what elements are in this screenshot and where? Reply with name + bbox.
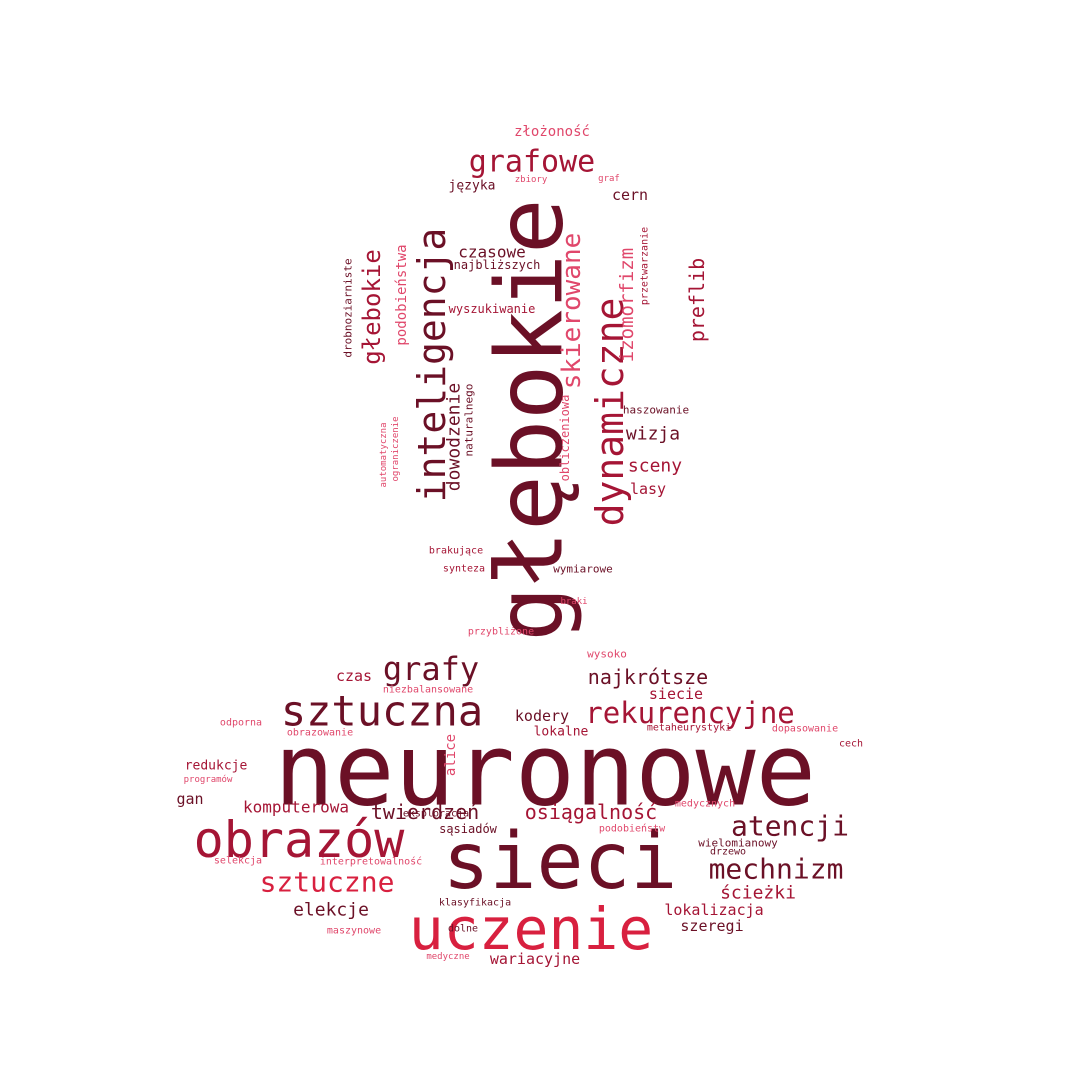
word-cloud-word: dolne bbox=[448, 924, 478, 935]
word-cloud-word: wyszukiwanie bbox=[449, 302, 536, 316]
word-cloud-word: grafy bbox=[383, 650, 479, 688]
word-cloud-word: selekcja bbox=[214, 856, 262, 867]
word-cloud-word: rekurencyjne bbox=[585, 696, 795, 730]
word-cloud-word: wymiarowe bbox=[553, 563, 613, 576]
word-cloud-word: klasyfikacja bbox=[439, 898, 511, 909]
word-cloud-word: szeregi bbox=[680, 917, 743, 935]
word-cloud-word: lokalne bbox=[534, 725, 589, 740]
word-cloud-word: przetwarzanie bbox=[640, 227, 651, 305]
word-cloud-word: podobieństwa bbox=[394, 244, 410, 345]
word-cloud-word: przybliżone bbox=[468, 627, 534, 638]
word-cloud-word: osiągalność bbox=[525, 800, 657, 824]
word-cloud-word: czasowe bbox=[458, 243, 525, 262]
word-cloud-word: izomorfizm bbox=[616, 248, 638, 362]
word-cloud-word: mechnizm bbox=[709, 853, 844, 886]
word-cloud-word: dynamiczne bbox=[588, 298, 632, 527]
word-cloud-word: sztuczne bbox=[260, 866, 395, 899]
word-cloud-word: sąsiadów bbox=[439, 822, 498, 836]
word-cloud-word: programów bbox=[184, 774, 233, 785]
word-cloud-word: inteligencja bbox=[410, 228, 454, 503]
word-cloud-word: języka bbox=[449, 179, 496, 194]
word-cloud-word: cech bbox=[839, 739, 863, 750]
word-cloud-word: maszynowe bbox=[327, 926, 381, 937]
word-cloud-word: czas bbox=[336, 667, 372, 685]
word-cloud-word: siecie bbox=[649, 685, 703, 703]
word-cloud-word: medyczne bbox=[426, 952, 469, 962]
word-cloud-word: sieci bbox=[443, 817, 678, 907]
word-cloud-word: twierdzeń bbox=[371, 800, 479, 824]
word-cloud-word: wizja bbox=[626, 424, 680, 445]
word-cloud-word: metaheurystyki bbox=[647, 723, 731, 734]
word-cloud-word: medycznych bbox=[675, 799, 735, 810]
word-cloud-word: wielomianowy bbox=[698, 837, 778, 850]
word-cloud-word: komputerowa bbox=[243, 798, 349, 817]
word-cloud-word: wysoko bbox=[587, 648, 627, 661]
word-cloud-word: kodery bbox=[515, 707, 569, 725]
word-cloud-word: dopasowanie bbox=[772, 724, 838, 735]
word-cloud-word: ograniczenie bbox=[391, 416, 401, 481]
word-cloud-word: głębokie bbox=[477, 198, 584, 641]
word-cloud-word: haszowanie bbox=[623, 404, 689, 417]
word-cloud-word: złożoność bbox=[514, 124, 590, 140]
word-cloud-word: braki bbox=[560, 597, 587, 607]
word-cloud-word: sceny bbox=[628, 456, 682, 477]
word-cloud-word: preflib bbox=[685, 258, 709, 342]
word-cloud-word: alice bbox=[443, 734, 459, 776]
word-cloud-word: interpretowalność bbox=[320, 856, 422, 868]
word-cloud-word: grafowe bbox=[469, 145, 595, 180]
word-cloud-word: najbliższych bbox=[454, 258, 541, 272]
word-cloud-word: podobieństw bbox=[599, 823, 666, 835]
word-cloud-word: ścieżki bbox=[720, 883, 796, 904]
word-cloud-word: najkrótsze bbox=[588, 665, 708, 689]
word-cloud-word: uczenie bbox=[409, 895, 653, 963]
word-cloud-word: obrazów bbox=[194, 811, 406, 869]
word-cloud-word: redukcje bbox=[185, 759, 248, 774]
word-cloud-word: automatyczna bbox=[379, 422, 389, 487]
word-cloud-word: drzewo bbox=[710, 847, 746, 858]
word-cloud-word: cern bbox=[612, 186, 648, 204]
word-cloud-word: elekcje bbox=[293, 900, 369, 921]
word-cloud-word: wariacyjne bbox=[490, 950, 580, 968]
word-cloud-word: brakujące bbox=[429, 546, 483, 557]
word-cloud-word: zbiory bbox=[515, 175, 548, 185]
word-cloud-word: niezbalansowane bbox=[383, 685, 473, 696]
word-cloud-word: graf bbox=[598, 174, 620, 184]
word-cloud-word: obrazowanie bbox=[287, 728, 353, 739]
word-cloud-word: głebokie bbox=[358, 249, 386, 365]
word-cloud-word: skierowane bbox=[557, 233, 587, 390]
word-cloud-word: synteza bbox=[443, 564, 485, 575]
word-cloud-word: lasy bbox=[630, 480, 666, 498]
word-cloud-word: sztuczna bbox=[281, 687, 483, 736]
word-cloud-word: neuronowe bbox=[274, 712, 816, 829]
word-cloud-word: atencji bbox=[731, 810, 849, 843]
word-cloud-word: naturalnego bbox=[463, 384, 476, 457]
word-cloud-word: lokalizacja bbox=[664, 901, 763, 919]
word-cloud-word: eksploracja bbox=[403, 809, 469, 820]
word-cloud-word: odporna bbox=[220, 718, 262, 729]
word-cloud-word: dowodzenie bbox=[444, 383, 465, 491]
word-cloud-word: gan bbox=[176, 790, 203, 808]
word-cloud-word: drobnoziarniste bbox=[342, 258, 355, 357]
word-cloud-word: obliczeniowa bbox=[558, 395, 572, 482]
